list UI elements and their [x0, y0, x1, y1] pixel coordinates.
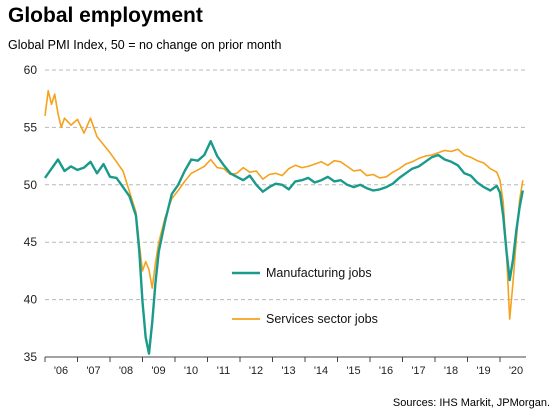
chart-subtitle: Global PMI Index, 50 = no change on prio… — [8, 38, 282, 52]
x-tick-label: '09 — [151, 365, 165, 377]
y-tick-label: 35 — [24, 350, 38, 364]
series-lines — [44, 89, 524, 355]
legend-label: Manufacturing jobs — [266, 266, 372, 280]
x-tick-label: '13 — [281, 365, 295, 377]
x-tick-label: '07 — [86, 365, 100, 377]
legend: Manufacturing jobs Services sector jobs — [232, 266, 378, 326]
x-tick-label: '11 — [217, 365, 231, 377]
x-tick-label: '16 — [379, 365, 393, 377]
y-tick-label: 50 — [24, 178, 38, 192]
x-tick-label: '20 — [509, 365, 523, 377]
y-tick-label: 40 — [24, 293, 38, 307]
y-tick-label: 55 — [24, 120, 38, 134]
x-tick-label: '18 — [444, 365, 458, 377]
x-axis: '06 '07 '08 '09 '10 '11 '12 '13 '14 '15 '16 '17 '18 '… — [44, 356, 526, 377]
x-tick-label: '12 — [249, 365, 263, 377]
series-line-services-sector-jobs — [44, 89, 524, 320]
x-tick-label: '15 — [346, 365, 360, 377]
y-axis-ticks: 35 40 45 50 55 60 — [24, 63, 38, 364]
source-note: Sources: IHS Markit, JPMorgan. — [392, 397, 550, 409]
y-tick-label: 45 — [24, 235, 38, 249]
legend-label: Services sector jobs — [266, 312, 378, 326]
x-tick-label: '10 — [184, 365, 198, 377]
series-line-manufacturing-jobs — [44, 140, 524, 355]
y-tick-label: 60 — [24, 63, 38, 77]
x-tick-label: '19 — [476, 365, 490, 377]
x-tick-label: '17 — [411, 365, 425, 377]
chart-title: Global employment — [8, 4, 203, 27]
x-tick-label: '06 — [54, 365, 68, 377]
gridlines — [45, 69, 526, 301]
x-tick-label: '14 — [314, 365, 328, 377]
x-tick-label: '08 — [119, 365, 133, 377]
